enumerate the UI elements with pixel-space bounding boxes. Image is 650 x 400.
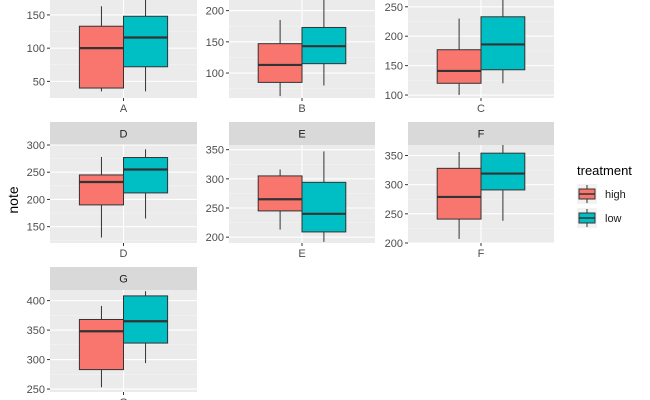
box-high: [436, 18, 482, 96]
legend-label: high: [605, 189, 626, 201]
x-tick-label: E: [298, 248, 305, 260]
box-low: [123, 291, 169, 364]
box-low: [480, 0, 526, 84]
box-iqr: [480, 16, 526, 71]
box-iqr: [257, 43, 303, 83]
facet-strip-label: E: [298, 129, 305, 141]
y-tick-label: 100: [27, 43, 45, 55]
y-tick-label: 300: [206, 174, 224, 186]
y-tick-label: 150: [27, 10, 45, 22]
legend: treatment high low: [577, 163, 632, 228]
y-tick-label: 200: [206, 6, 224, 18]
box-low: [123, 149, 169, 219]
y-tick-label: 300: [27, 140, 45, 152]
box-iqr: [436, 167, 482, 220]
x-tick-label: D: [120, 248, 128, 260]
y-tick-label: 250: [27, 167, 45, 179]
y-tick-label: 350: [27, 325, 45, 337]
y-tick-label: 350: [385, 151, 403, 163]
box-iqr: [123, 157, 169, 194]
y-tick-label: 350: [206, 145, 224, 157]
facet-panel-d: D 150 200 250 300 D: [27, 122, 197, 260]
box-low: [480, 145, 526, 221]
y-axis-label: note: [5, 186, 21, 213]
box-iqr: [480, 152, 526, 191]
y-tick-label: 150: [206, 37, 224, 49]
box-iqr: [257, 175, 303, 212]
y-tick-label: 300: [27, 355, 45, 367]
facet-strip-label: F: [478, 129, 485, 141]
box-iqr: [123, 295, 169, 344]
box-iqr: [78, 174, 124, 206]
facet-panel-b: 100 150 200 B: [206, 0, 375, 115]
y-tick-label: 250: [385, 2, 403, 14]
box-iqr: [436, 49, 482, 84]
y-tick-label: 100: [206, 68, 224, 80]
facet-panel-c: 100 150 200 250 C: [385, 0, 554, 115]
box-high: [257, 19, 303, 97]
x-tick-label: G: [119, 397, 128, 400]
y-tick-label: 200: [385, 238, 403, 250]
x-tick-label: A: [120, 103, 128, 115]
box-iqr: [301, 181, 347, 233]
legend-key-low: low: [577, 208, 622, 228]
facet-strip-label: D: [120, 129, 128, 141]
y-tick-label: 250: [206, 203, 224, 215]
box-high: [78, 305, 124, 388]
facet-panel-g: G 250 300 350 400 G: [27, 267, 197, 400]
y-tick-label: 200: [206, 232, 224, 244]
y-tick-label: 150: [27, 222, 45, 234]
facet-strip: [50, 267, 197, 290]
facet-strip: [408, 122, 554, 145]
box-high: [436, 152, 482, 239]
legend-keys: high low: [577, 184, 626, 228]
facet-panel-e: E 200 250 300 350 E: [206, 122, 375, 260]
box-iqr: [78, 318, 124, 371]
facet-panels: 50 100 150 A 100 150 200 B 100 150 200 250 C D 150 200 2…: [27, 0, 554, 400]
x-tick-label: B: [298, 103, 305, 115]
legend-title: treatment: [577, 163, 632, 178]
y-tick-label: 150: [385, 61, 403, 73]
legend-label: low: [605, 213, 622, 225]
facet-strip: [229, 122, 375, 145]
legend-key-high: high: [577, 184, 626, 204]
x-tick-label: C: [477, 103, 485, 115]
y-tick-label: 300: [385, 180, 403, 192]
y-tick-label: 50: [33, 76, 45, 88]
y-tick-label: 400: [27, 296, 45, 308]
box-high: [78, 156, 124, 238]
y-tick-label: 250: [27, 384, 45, 396]
facet-strip: [50, 122, 197, 145]
y-tick-label: 200: [385, 31, 403, 43]
box-iqr: [123, 15, 169, 68]
facet-panel-f: F 200 250 300 350 F: [385, 122, 554, 260]
facet-panel-a: 50 100 150 A: [27, 0, 197, 115]
box-low: [301, 0, 347, 86]
box-low: [301, 151, 347, 242]
y-tick-label: 200: [27, 194, 45, 206]
x-tick-label: F: [478, 248, 485, 260]
box-iqr: [78, 25, 124, 89]
facet-strip-label: G: [119, 274, 128, 286]
y-tick-label: 100: [385, 90, 403, 102]
box-low: [123, 0, 169, 92]
y-tick-label: 250: [385, 209, 403, 221]
